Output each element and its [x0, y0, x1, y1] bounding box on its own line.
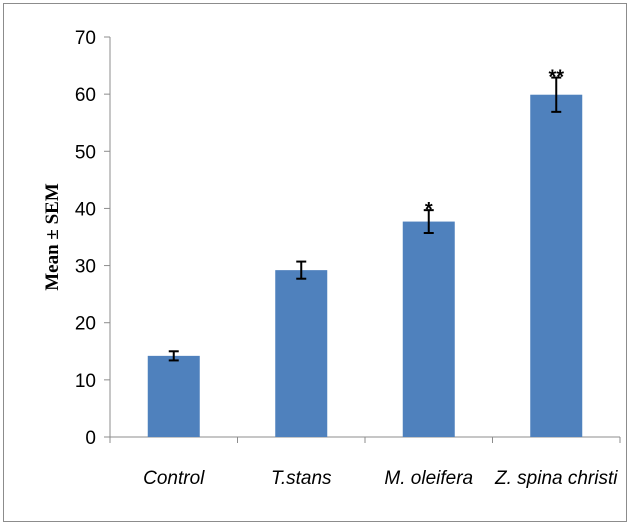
y-tick-label: 0 [85, 428, 96, 449]
x-axis: Control T.stans M. oleifera Z. spina christ… [109, 436, 621, 489]
error-bar [296, 260, 307, 280]
error-bar [551, 76, 562, 113]
error-bars [168, 76, 562, 362]
bars [147, 94, 583, 437]
x-tick-label: Control [143, 468, 205, 489]
significance-marker: ** [548, 67, 564, 89]
y-tick-label: 10 [75, 371, 96, 392]
bar [147, 355, 200, 437]
x-tick-label: T.stans [271, 468, 332, 489]
x-tick-label: M. oleifera [384, 468, 473, 489]
y-tick-label: 20 [75, 314, 96, 335]
y-axis: 0 10 20 30 40 50 60 70 [75, 28, 111, 449]
bar [402, 221, 455, 437]
error-bar [423, 209, 434, 234]
significance-marker: * [425, 199, 433, 221]
bar [530, 94, 583, 437]
error-bar [168, 350, 179, 362]
y-tick-label: 30 [75, 257, 96, 278]
significance-annotations: *** [425, 67, 564, 222]
y-tick-label: 50 [75, 142, 96, 163]
y-tick-label: 70 [75, 28, 96, 49]
y-tick-label: 60 [75, 85, 96, 106]
x-tick-label: Z. spina christi [494, 468, 618, 489]
y-tick-label: 40 [75, 199, 96, 220]
bar [275, 270, 328, 437]
y-axis-label: Mean ± SEM [42, 183, 63, 291]
